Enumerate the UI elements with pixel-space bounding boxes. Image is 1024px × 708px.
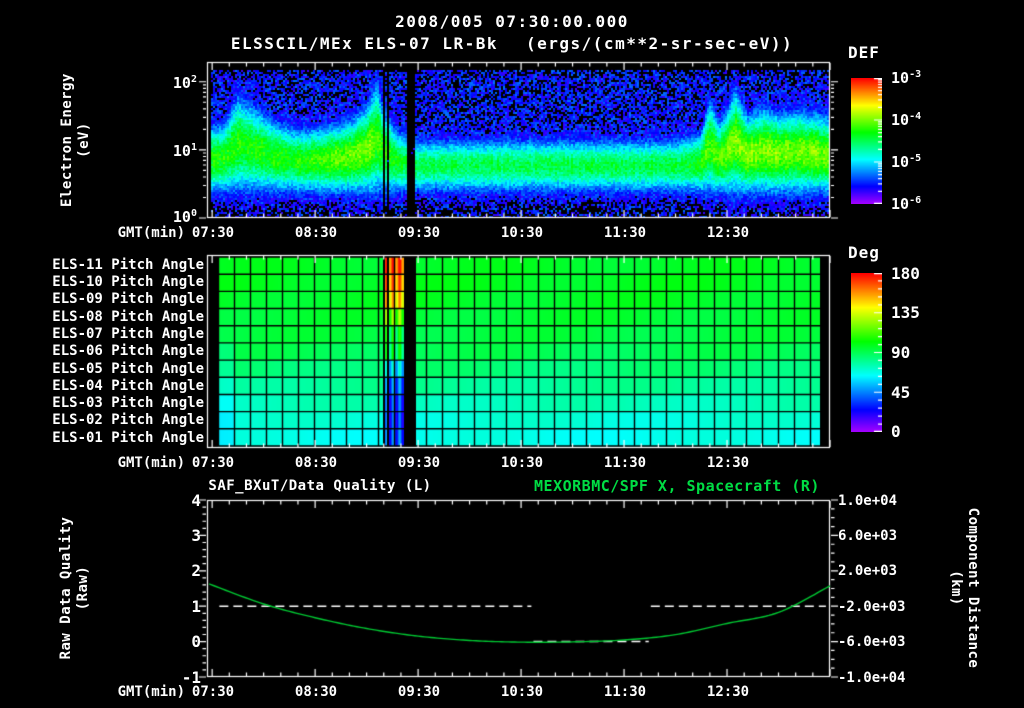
bottom-title-right: MEXORBMC/SPF X, Spacecraft (R) (534, 477, 820, 495)
time-tick: 11:30 (603, 225, 647, 241)
bottom-y-label-left: Raw Data Quality (Raw) (58, 516, 91, 660)
def-cbar-tick-2: 10-5 (891, 153, 922, 171)
gmt-label: GMT(min) (117, 225, 185, 241)
deg-cbar-tick-135: 135 (891, 303, 920, 322)
pitch-row-label-els11: ELS-11 Pitch Angle (52, 257, 204, 273)
deg-colorbar-title: Deg (848, 243, 880, 262)
time-tick: 09:30 (397, 684, 441, 700)
deg-cbar-tick-180: 180 (891, 264, 920, 283)
bottom-ytick-right-neg2e3: -2.0e+03 (838, 599, 906, 615)
bottom-ytick-right-1e4: 1.0e+04 (838, 493, 898, 509)
time-tick: 12:30 (706, 684, 750, 700)
time-tick: 09:30 (397, 225, 441, 241)
time-tick: 07:30 (191, 455, 235, 471)
bottom-ytick-left-1: 1 (191, 597, 201, 616)
def-cbar-tick-3: 10-6 (891, 195, 922, 213)
time-tick: 10:30 (500, 225, 544, 241)
deg-cbar-tick-0: 0 (891, 422, 901, 441)
time-tick: 12:30 (706, 225, 750, 241)
title-instrument-line: ELSSCIL/MEx ELS-07 LR-Bk (ergs/(cm**2-sr-… (0, 34, 1024, 53)
pitch-row-label-els06: ELS-06 Pitch Angle (52, 343, 204, 359)
quality-canvas (198, 491, 839, 686)
spectrogram-canvas (198, 53, 840, 228)
title-instrument: ELSSCIL/MEx ELS-07 LR-Bk (230, 34, 498, 53)
time-tick: 10:30 (500, 455, 544, 471)
time-tick: 09:30 (397, 455, 441, 471)
time-axis-row-3: GMT(min) 07:30 08:30 09:30 10:30 11:30 1… (0, 684, 1024, 700)
title-datetime: 2008/005 07:30:00.000 (395, 12, 629, 31)
deg-cbar-tick-45: 45 (891, 383, 911, 402)
bottom-ytick-left-3: 3 (191, 526, 201, 545)
pitch-row-label-els03: ELS-03 Pitch Angle (52, 395, 204, 411)
pitch-canvas (198, 246, 839, 457)
time-tick: 08:30 (294, 455, 338, 471)
bottom-ytick-right-6e3: 6.0e+03 (838, 528, 898, 544)
bottom-ytick-right-neg6e3: -6.0e+03 (838, 634, 906, 650)
bottom-ytick-left-0: 0 (191, 632, 201, 651)
time-tick: 07:30 (191, 225, 235, 241)
time-tick: 11:30 (603, 455, 647, 471)
time-tick: 08:30 (294, 225, 338, 241)
pitch-row-label-els01: ELS-01 Pitch Angle (52, 430, 204, 446)
time-tick: 08:30 (294, 684, 338, 700)
deg-cbar-tick-90: 90 (891, 343, 911, 362)
gmt-label: GMT(min) (117, 684, 185, 700)
deg-colorbar (851, 273, 882, 432)
pitch-row-label-els08: ELS-08 Pitch Angle (52, 309, 204, 325)
time-tick: 10:30 (500, 684, 544, 700)
time-axis-row-2: GMT(min) 07:30 08:30 09:30 10:30 11:30 1… (0, 455, 1024, 471)
time-tick: 11:30 (603, 684, 647, 700)
bottom-ytick-left-2: 2 (191, 561, 201, 580)
def-cbar-tick-1: 10-4 (891, 111, 922, 129)
gmt-label: GMT(min) (117, 455, 185, 471)
pitch-row-label-els07: ELS-07 Pitch Angle (52, 326, 204, 342)
time-tick: 12:30 (706, 455, 750, 471)
spectrogram-ytick-1e2: 102 (172, 74, 197, 92)
pitch-row-label-els02: ELS-02 Pitch Angle (52, 412, 204, 428)
pitch-row-label-els04: ELS-04 Pitch Angle (52, 378, 204, 394)
def-colorbar-title: DEF (848, 43, 880, 62)
pitch-row-label-els09: ELS-09 Pitch Angle (52, 291, 204, 307)
spectrogram-ytick-1e1: 101 (172, 142, 197, 160)
time-axis-row-1: GMT(min) 07:30 08:30 09:30 10:30 11:30 1… (0, 225, 1024, 241)
bottom-ytick-right-2e3: 2.0e+03 (838, 563, 898, 579)
title-units: (ergs/(cm**2-sr-sec-eV)) (526, 34, 794, 53)
bottom-ytick-right-neg1e4: -1.0e+04 (838, 670, 906, 686)
spectrogram-y-label: Electron Energy (eV) (59, 73, 92, 207)
pitch-row-label-els10: ELS-10 Pitch Angle (52, 274, 204, 290)
spectrogram-ytick-1e0: 100 (172, 208, 197, 226)
bottom-ytick-left-neg1: -1 (181, 668, 201, 687)
time-tick: 07:30 (191, 684, 235, 700)
bottom-ytick-left-4: 4 (191, 491, 201, 510)
pitch-row-label-els05: ELS-05 Pitch Angle (52, 361, 204, 377)
def-colorbar (851, 78, 882, 204)
bottom-y-label-right: Component Distance (km) (948, 507, 981, 669)
def-cbar-tick-0: 10-3 (891, 69, 922, 87)
bottom-title-left: SAF_BXuT/Data Quality (L) (208, 478, 432, 494)
